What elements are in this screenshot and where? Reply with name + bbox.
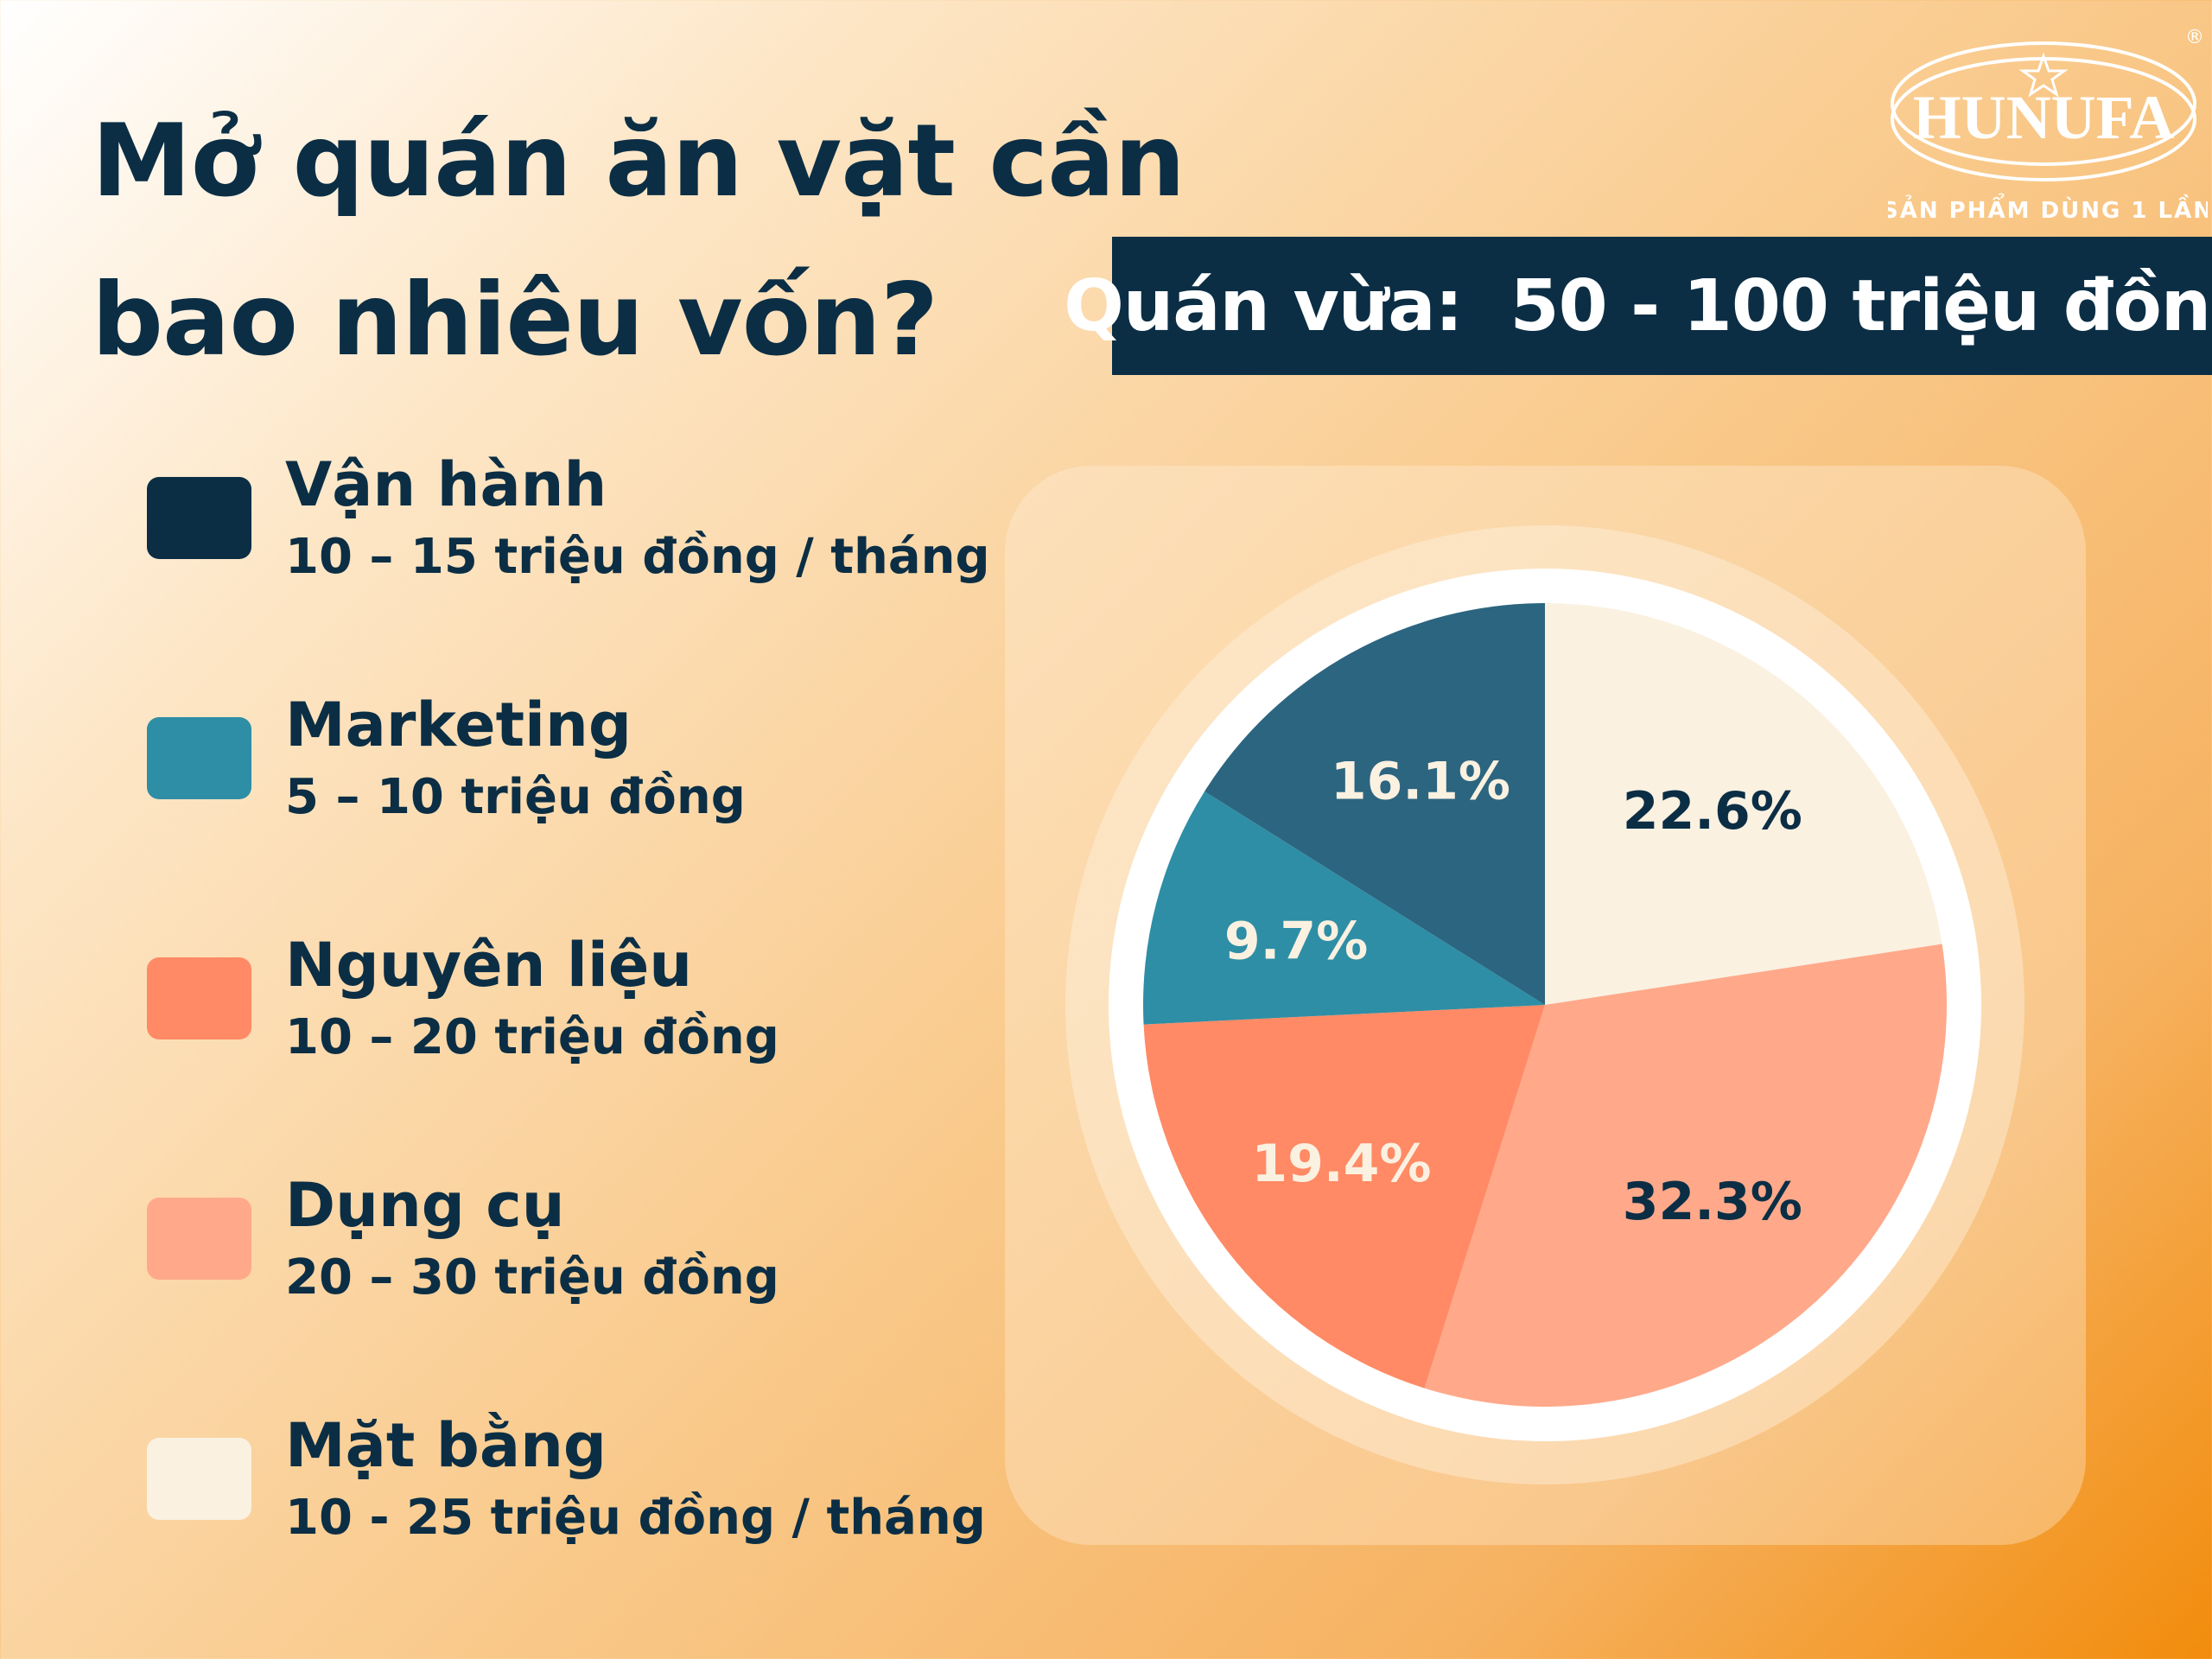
legend-label: Mặt bằng — [285, 1410, 607, 1481]
legend-swatch — [147, 957, 251, 1039]
pie-label-1: 32.3% — [1623, 1172, 1802, 1232]
star-icon — [2018, 52, 2069, 98]
pie-slice-1 — [1424, 944, 1947, 1407]
legend-detail: 10 – 20 triệu đồng — [285, 1009, 779, 1065]
legend-item-dung-cu: Dụng cụ 20 – 30 triệu đồng — [147, 1170, 1011, 1343]
legend-label: Nguyên liệu — [285, 930, 693, 1001]
legend-label: Marketing — [285, 690, 632, 760]
pie-label-2: 19.4% — [1251, 1134, 1431, 1194]
title-line-2: bao nhiêu vốn? — [92, 262, 938, 378]
legend-swatch — [147, 1438, 251, 1520]
legend-detail: 10 – 15 triệu đồng / tháng — [285, 529, 990, 585]
pie-slice-0 — [1545, 603, 1942, 1005]
registered-mark: ® — [2185, 27, 2204, 48]
legend-detail: 20 – 30 triệu đồng — [285, 1249, 779, 1306]
legend-swatch — [147, 1198, 251, 1280]
legend-item-van-hanh: Vận hành 10 – 15 triệu đồng / tháng — [147, 449, 1011, 622]
legend-label: Dụng cụ — [285, 1170, 565, 1241]
pie-label-4: 16.1% — [1331, 752, 1510, 812]
legend-swatch — [147, 477, 251, 559]
pie-slice-4 — [1205, 603, 1545, 1005]
legend-detail: 5 – 10 triệu đồng — [285, 769, 746, 825]
pie-label-0: 22.6% — [1623, 781, 1802, 842]
pie-label-3: 9.7% — [1224, 912, 1368, 972]
pie-slice-2 — [1143, 1005, 1545, 1389]
legend-item-mat-bang: Mặt bằng 10 - 25 triệu đồng / tháng — [147, 1410, 1011, 1583]
page-title: Mở quán ăn vặt cần bao nhiêu vốn? — [92, 82, 1185, 400]
title-line-1: Mở quán ăn vặt cần — [92, 103, 1185, 219]
logo-tagline: SẢN PHẨM DÙNG 1 LẦN — [1888, 192, 2208, 224]
pie-slice-3 — [1143, 791, 1545, 1025]
legend-label: Vận hành — [285, 449, 607, 520]
legend-item-marketing: Marketing 5 – 10 triệu đồng — [147, 690, 1011, 862]
budget-banner: Quán vừa: 50 - 100 triệu đồng — [1064, 237, 2212, 375]
hunufa-logo: HUNUFA ® SẢN PHẨM DÙNG 1 LẦN — [1888, 27, 2208, 224]
legend-item-nguyen-lieu: Nguyên liệu 10 – 20 triệu đồng — [147, 930, 1011, 1103]
legend-detail: 10 - 25 triệu đồng / tháng — [285, 1490, 986, 1546]
logo-brand: HUNUFA — [1913, 83, 2175, 152]
legend-swatch — [147, 717, 251, 799]
